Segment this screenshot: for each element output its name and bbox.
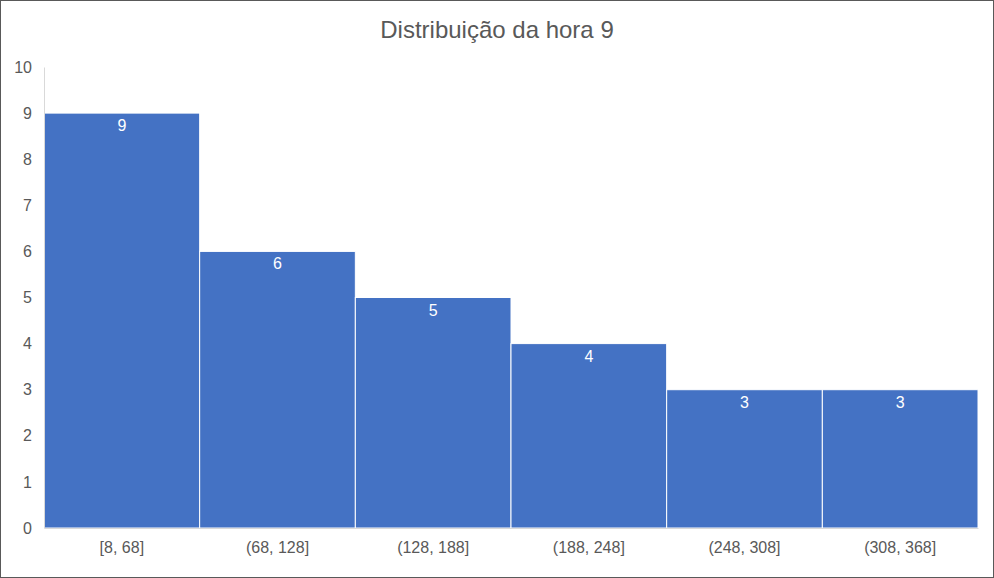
y-tick: 1 — [23, 474, 44, 491]
y-tick: 3 — [23, 381, 44, 398]
x-tick-label: [8, 68] — [100, 539, 144, 556]
y-tick: 7 — [23, 197, 44, 214]
bar — [200, 251, 356, 528]
x-tick: [8, 68] — [100, 528, 144, 556]
plot: 0 1 2 3 4 5 6 7 8 9 10 [8, 68] (68, 128] (128, 188] (1… — [14, 59, 978, 557]
y-tick-label: 9 — [23, 105, 32, 122]
bars — [44, 113, 978, 528]
data-label: 6 — [273, 255, 282, 272]
y-tick: 5 — [23, 289, 44, 306]
y-tick: 9 — [23, 105, 44, 122]
x-tick-label: (68, 128] — [246, 539, 309, 556]
data-label: 5 — [429, 302, 438, 319]
x-tick-label: (308, 368] — [864, 539, 936, 556]
data-label: 3 — [896, 394, 905, 411]
y-tick-label: 6 — [23, 243, 32, 260]
bar — [44, 113, 200, 528]
bar — [355, 298, 511, 529]
x-tick-label: (248, 308] — [708, 539, 780, 556]
y-tick-label: 10 — [14, 59, 32, 76]
bar — [511, 344, 667, 528]
x-tick: (188, 248] — [553, 528, 625, 556]
y-tick-label: 1 — [23, 474, 32, 491]
bar — [822, 390, 978, 528]
x-axis-line — [45, 528, 979, 529]
y-tick-label: 0 — [23, 520, 32, 537]
chart: Distribuição da hora 9 0 1 2 3 4 5 6 7 8 9 10 [8, 68… — [0, 0, 994, 578]
y-tick: 10 — [14, 59, 44, 76]
bar — [667, 390, 823, 528]
y-tick: 6 — [23, 243, 44, 260]
x-axis: [8, 68] (68, 128] (128, 188] (188, 248] (248… — [45, 528, 979, 556]
y-tick-label: 5 — [23, 289, 32, 306]
y-tick-label: 3 — [23, 381, 32, 398]
y-tick: 2 — [23, 427, 44, 444]
y-axis-line — [44, 68, 45, 529]
data-labels: 9 6 5 4 3 3 — [117, 117, 904, 411]
data-label: 4 — [584, 348, 593, 365]
y-tick: 4 — [23, 335, 44, 352]
title: Distribuição da hora 9 — [380, 16, 613, 43]
x-tick: (128, 188] — [397, 528, 469, 556]
y-tick-label: 4 — [23, 335, 32, 352]
data-label: 9 — [117, 117, 126, 134]
x-tick-label: (128, 188] — [397, 539, 469, 556]
chart-border — [1, 1, 994, 578]
y-tick-label: 2 — [23, 427, 32, 444]
x-tick: (308, 368] — [864, 528, 936, 556]
y-axis: 0 1 2 3 4 5 6 7 8 9 10 — [14, 59, 44, 537]
y-tick-label: 7 — [23, 197, 32, 214]
x-tick: (68, 128] — [246, 528, 309, 556]
x-tick: (248, 308] — [708, 528, 780, 556]
y-tick: 0 — [23, 520, 44, 537]
y-tick-label: 8 — [23, 151, 32, 168]
x-tick-label: (188, 248] — [553, 539, 625, 556]
y-tick: 8 — [23, 151, 44, 168]
data-label: 3 — [740, 394, 749, 411]
